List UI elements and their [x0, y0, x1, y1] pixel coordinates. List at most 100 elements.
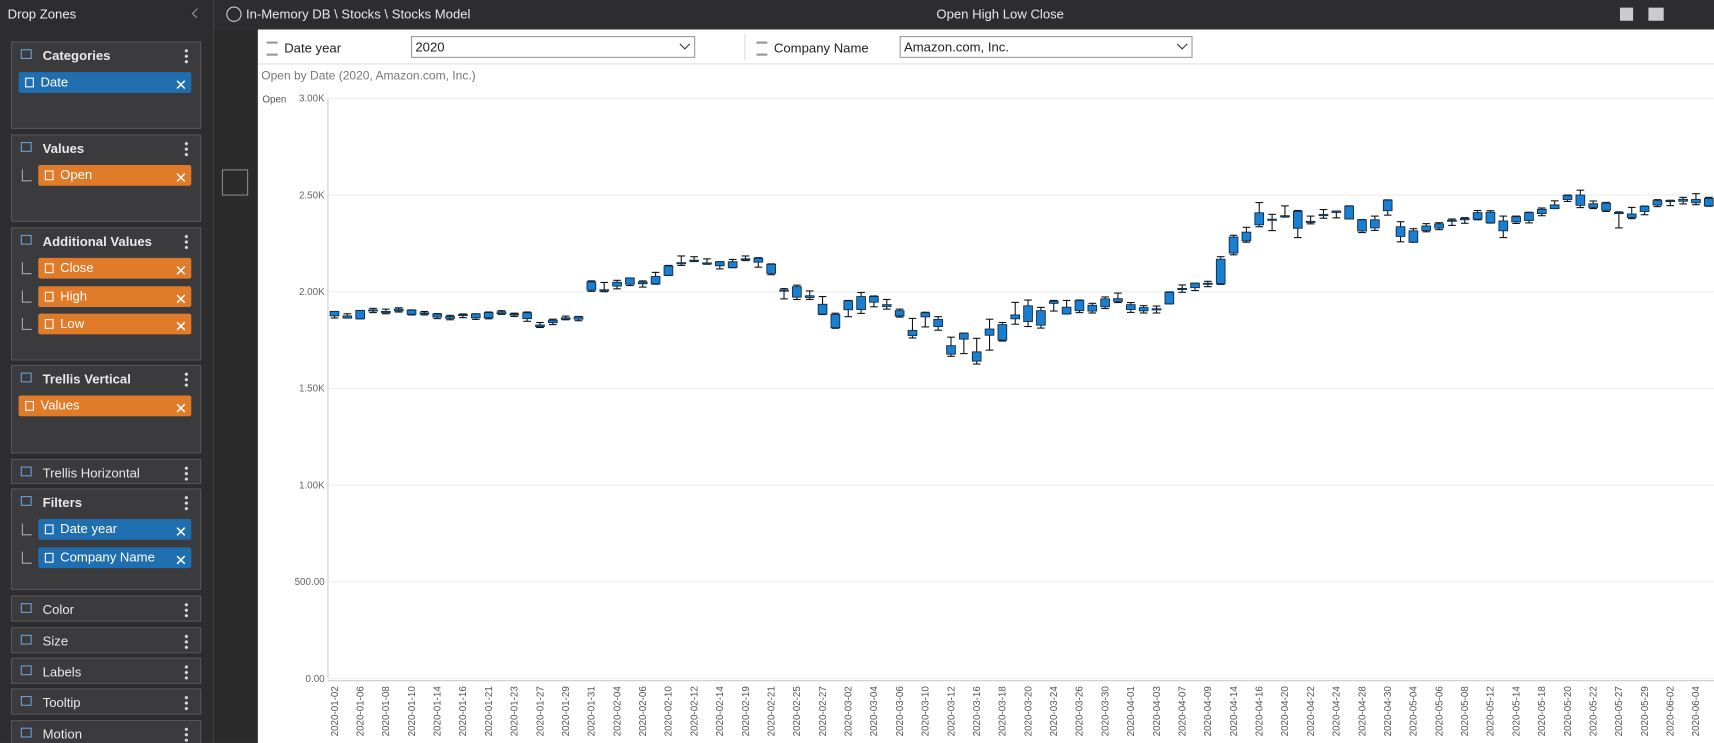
remove-icon: [176, 80, 186, 90]
menu-button[interactable]: [184, 48, 189, 64]
pill-icon: [21, 318, 32, 331]
candle-body: [933, 318, 943, 327]
remove-button[interactable]: [175, 551, 187, 564]
menu-button[interactable]: [184, 233, 189, 250]
y-tick-label: 0.00: [306, 674, 326, 685]
remove-button[interactable]: [175, 76, 187, 90]
pill[interactable]: Company Name: [38, 546, 192, 568]
filter-label: Company Name: [773, 40, 869, 56]
candle-body: [522, 312, 532, 320]
x-tick-label: 2020-03-18: [998, 686, 1009, 737]
pill[interactable]: Close: [38, 257, 192, 279]
pill-icon: [21, 523, 32, 536]
remove-button[interactable]: [175, 262, 187, 275]
candle-body: [1614, 211, 1624, 215]
x-tick-label: 2020-05-06: [1434, 686, 1445, 737]
x-tick-label: 2020-06-02: [1666, 686, 1677, 736]
drop-zone: Values Open: [10, 134, 202, 222]
x-tick-label: 2020-02-14: [715, 686, 726, 737]
candle-body: [1562, 195, 1573, 200]
remove-icon: [176, 294, 186, 303]
x-tick-label: 2020-03-02: [844, 686, 855, 736]
x-tick-label: 2020-01-08: [381, 686, 392, 737]
candle-body: [1678, 198, 1688, 202]
y-tick-label: 3.00K: [299, 94, 325, 105]
drop-zone: Filters Date year Company Name: [10, 488, 202, 591]
x-tick-label: 2020-04-01: [1126, 686, 1137, 736]
drop-zone-title: Size: [42, 633, 69, 650]
remove-button[interactable]: [175, 523, 187, 536]
pill[interactable]: Low: [38, 313, 192, 335]
candle-body: [1524, 212, 1534, 221]
candle-body: [1652, 200, 1663, 206]
pill[interactable]: Date year: [38, 518, 192, 540]
candle-body: [355, 310, 365, 320]
remove-icon: [176, 555, 186, 564]
x-tick-label: 2020-02-04: [612, 686, 623, 737]
pill[interactable]: High: [38, 285, 192, 307]
pill-icon: [44, 291, 54, 302]
candle-body: [1151, 308, 1162, 311]
candle-body: [702, 262, 712, 265]
x-tick-label: 2020-03-26: [1075, 686, 1086, 737]
menu-button[interactable]: [184, 694, 189, 711]
menu-button[interactable]: [184, 664, 189, 680]
candle-body: [1601, 202, 1611, 211]
info-icon[interactable]: [226, 6, 242, 22]
pill[interactable]: Values: [18, 395, 192, 417]
candle-body: [586, 281, 597, 291]
x-tick-label: 2020-03-04: [869, 686, 880, 737]
menu-button[interactable]: [184, 371, 189, 387]
candle-body: [1228, 236, 1239, 254]
drop-zone-title: Values: [42, 140, 85, 157]
x-tick-label: 2020-05-04: [1409, 686, 1420, 737]
pill-icon: [21, 290, 32, 303]
remove-button[interactable]: [175, 169, 187, 182]
pill[interactable]: Open: [38, 164, 192, 186]
menu-button[interactable]: [184, 140, 189, 157]
drop-zone-icon: [20, 603, 32, 613]
filter-select[interactable]: 2020: [411, 36, 696, 58]
menu-button[interactable]: [184, 602, 189, 618]
candle-body: [1305, 220, 1316, 223]
candle-body: [1575, 194, 1586, 206]
candle-body: [727, 261, 738, 268]
x-tick-label: 2020-02-19: [741, 686, 752, 736]
candle-body: [1036, 310, 1046, 326]
pill-icon: [25, 400, 34, 411]
remove-button[interactable]: [175, 318, 187, 331]
candle-body: [535, 324, 545, 327]
candle-body: [920, 312, 931, 318]
menu-button[interactable]: [184, 726, 189, 742]
candle-body: [946, 345, 956, 355]
print-icon[interactable]: [1648, 7, 1664, 21]
candle-body: [869, 296, 879, 303]
remove-button[interactable]: [175, 290, 187, 303]
save-icon[interactable]: [1619, 7, 1634, 21]
drop-zone-icon: [20, 695, 32, 706]
candle-body: [1395, 226, 1406, 237]
selected-tool[interactable]: [221, 169, 249, 196]
y-tick-label: 1.00K: [299, 480, 325, 491]
filter-select[interactable]: Amazon.com, Inc.: [899, 36, 1193, 58]
candle-body: [1048, 300, 1059, 304]
drop-zone-title: Trellis Vertical: [42, 371, 131, 387]
candle-body: [792, 286, 802, 298]
drop-zone-title: Categories: [42, 48, 111, 64]
x-tick-label: 2020-05-20: [1563, 686, 1574, 737]
candle-body: [1357, 219, 1367, 232]
pill[interactable]: Date: [18, 72, 192, 93]
x-tick-label: 2020-02-21: [766, 686, 777, 736]
candle-body: [843, 300, 854, 311]
candle-body: [509, 313, 520, 316]
remove-icon: [176, 266, 186, 275]
view-title: Open High Low Close: [936, 6, 1064, 22]
remove-button[interactable]: [175, 400, 187, 413]
drop-zone-title: Motion: [42, 726, 83, 742]
x-tick-label: 2020-04-16: [1255, 686, 1266, 737]
candle-body: [714, 261, 725, 267]
menu-button[interactable]: [184, 633, 189, 650]
menu-button[interactable]: [184, 494, 189, 511]
menu-button[interactable]: [184, 465, 189, 481]
